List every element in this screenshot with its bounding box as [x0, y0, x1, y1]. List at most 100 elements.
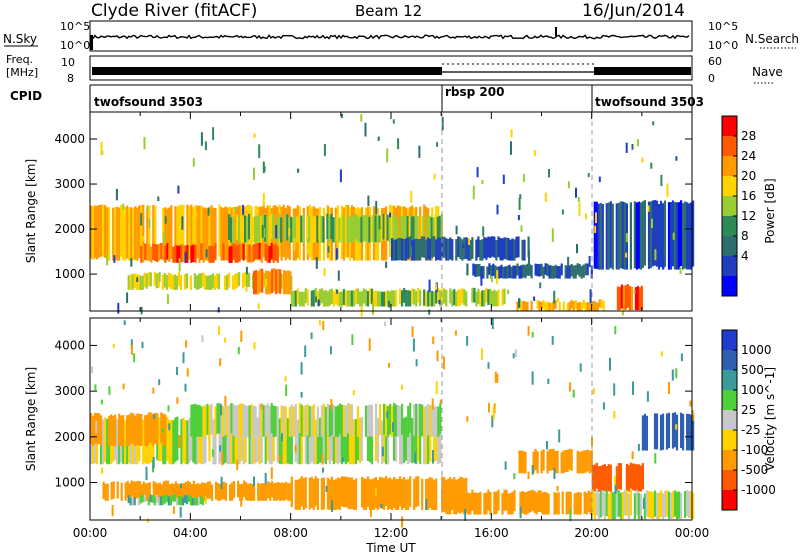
power-band-8-cell [576, 302, 579, 311]
power-cbar-tick-label: 12 [741, 209, 756, 223]
power-band-6-cell [497, 236, 500, 258]
velocity-band-9-cell [637, 492, 640, 520]
velocity-band-3-cell [166, 480, 169, 497]
velocity-band-3-cell [170, 483, 173, 501]
power-band-0-cell [226, 207, 229, 261]
power-speckle [100, 141, 103, 156]
power-speckle [163, 232, 166, 245]
power-band-9-cell [618, 286, 621, 311]
power-band-0-cell [138, 205, 141, 259]
velocity-speckle [253, 341, 256, 350]
power-band-0-cell [120, 204, 123, 257]
power-band-7-cell [586, 263, 589, 276]
velocity-band-4-cell [397, 479, 400, 510]
velocity-speckle [386, 411, 389, 418]
velocity-band-0-cell [334, 417, 337, 463]
power-band-5-cell [324, 290, 327, 307]
power-band-7-cell [544, 263, 547, 275]
power-speckle [510, 141, 512, 155]
velocity-band-8-cell [653, 413, 657, 450]
power-band-5-cell [364, 289, 368, 306]
power-band-2-cell [322, 216, 325, 243]
power-speckle [372, 301, 374, 315]
vel-cbar-swatch [722, 470, 737, 491]
power-band-2-cell [438, 215, 441, 243]
power-band-5-cell [455, 291, 458, 307]
velocity-band-9-cell [633, 493, 636, 520]
velocity-band-1-cell [190, 404, 193, 437]
power-band-4-cell [253, 270, 256, 295]
velocity-band-1-cell [399, 405, 402, 437]
velocity-band-8-cell [675, 414, 679, 451]
velocity-ytick-label: 3000 [54, 384, 85, 398]
velocity-band-0-cell [212, 419, 215, 465]
power-band-3-cell [179, 275, 182, 290]
velocity-speckle [176, 397, 179, 404]
velocity-band-3-cell [144, 483, 147, 501]
velocity-band-9-cell [649, 491, 653, 519]
velocity-band-7-cell [641, 463, 644, 490]
velocity-speckle [330, 399, 333, 410]
power-band-6-cell [415, 238, 418, 261]
velocity-band-10-cell [187, 494, 190, 502]
velocity-band-4-cell [322, 477, 325, 510]
velocity-band-1-cell [230, 403, 233, 434]
power-speckle [650, 162, 653, 169]
power-band-6-cell [527, 236, 530, 258]
velocity-band-10-cell [163, 495, 166, 504]
velocity-speckle [167, 405, 170, 412]
power-band-6-cell [445, 238, 448, 261]
power-band-0-cell [98, 205, 101, 258]
power-band-10-cell [678, 202, 681, 270]
power-band-2-cell [332, 217, 335, 243]
velocity-band-10-cell [161, 496, 164, 506]
power-band-0-cell [282, 204, 285, 257]
power-speckle [242, 204, 245, 215]
power-band-5-cell [346, 290, 350, 307]
power-band-6-cell [411, 240, 414, 261]
velocity-band-4-cell [328, 479, 331, 510]
power-band-7-cell [550, 265, 553, 279]
power-band-5-cell [459, 289, 462, 306]
velocity-band-9-cell [623, 489, 626, 516]
power-band-6-cell [425, 239, 428, 261]
velocity-band-0-cell [278, 418, 281, 464]
power-band-8-cell [596, 302, 599, 311]
velocity-band-2-cell [150, 412, 153, 444]
velocity-band-1-cell [397, 405, 400, 437]
velocity-band-5-cell [577, 492, 580, 515]
power-band-4-cell [269, 271, 272, 295]
power-band-2-cell [316, 215, 319, 243]
velocity-band-8-cell [645, 415, 648, 451]
power-band-1-cell [264, 243, 267, 261]
velocity-band-6-cell [586, 449, 589, 472]
power-band-2-cell [326, 213, 329, 239]
power-band-5-cell [370, 288, 374, 305]
cpid-segment-1: twofsound 3503 [94, 95, 203, 109]
power-speckle [364, 122, 367, 137]
velocity-band-9-cell [603, 493, 606, 520]
power-band-2-cell [230, 217, 233, 243]
velocity-band-3-cell [140, 484, 143, 501]
power-band-6-cell [399, 237, 402, 261]
velocity-band-3-cell [271, 480, 274, 498]
power-speckle [468, 237, 471, 245]
power-band-5-cell [435, 288, 438, 304]
power-speckle [262, 192, 265, 206]
power-band-10-cell [607, 202, 610, 270]
power-speckle [595, 212, 597, 224]
velocity-band-0-cell [166, 416, 169, 461]
power-band-6-cell [435, 239, 438, 261]
power-speckle [679, 266, 682, 274]
power-band-6-cell [395, 239, 398, 261]
power-band-6-cell [405, 238, 408, 261]
velocity-speckle [432, 336, 435, 345]
power-band-8-cell [546, 301, 549, 311]
velocity-speckle [671, 369, 674, 381]
velocity-band-5-cell [567, 491, 570, 515]
velocity-speckle [351, 334, 354, 345]
velocity-band-1-cell [340, 404, 343, 437]
velocity-band-1-cell [401, 403, 404, 435]
